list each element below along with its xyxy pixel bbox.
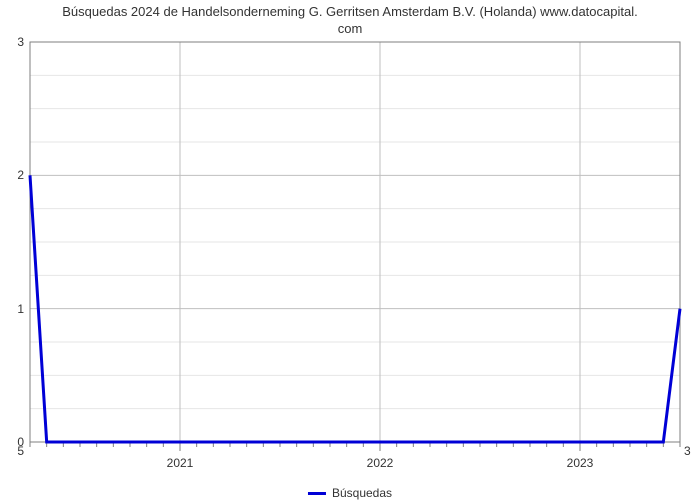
y-tick-label: 1: [17, 302, 24, 316]
y-tick-label: 2: [17, 168, 24, 182]
y-tick-label: 3: [17, 35, 24, 49]
corner-right-label: 3: [684, 444, 691, 458]
legend: Búsquedas: [308, 486, 392, 500]
y-tick-label: 0: [17, 435, 24, 449]
plot-area: 5 3 0123202120222023: [30, 42, 680, 442]
legend-label: Búsquedas: [332, 486, 392, 500]
plot-svg: [30, 42, 680, 442]
chart-title-line2: com: [338, 21, 363, 36]
x-tick-label: 2023: [567, 456, 594, 470]
x-tick-label: 2022: [367, 456, 394, 470]
legend-swatch: [308, 492, 326, 495]
chart-container: Búsquedas 2024 de Handelsonderneming G. …: [0, 0, 700, 500]
chart-title: Búsquedas 2024 de Handelsonderneming G. …: [0, 4, 700, 38]
chart-title-line1: Búsquedas 2024 de Handelsonderneming G. …: [62, 4, 637, 19]
x-tick-label: 2021: [167, 456, 194, 470]
